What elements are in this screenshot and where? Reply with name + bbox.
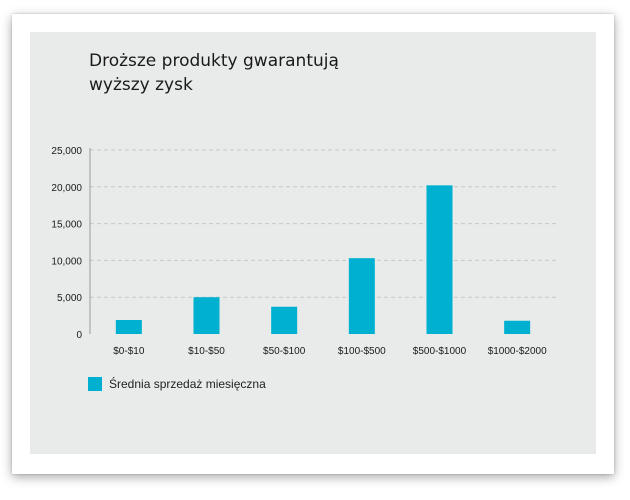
bar	[504, 320, 531, 334]
y-tick-label: 20,000	[51, 183, 82, 194]
chart-title: Droższe produkty gwarantują wyższy zysk	[89, 51, 339, 95]
x-tick-label: $50-$100	[263, 346, 306, 357]
y-tick-label: 10,000	[51, 256, 82, 267]
bar	[271, 306, 298, 334]
bar	[115, 320, 142, 334]
bars	[115, 185, 531, 334]
x-tick-label: $100-$500	[338, 346, 386, 357]
x-tick-label: $1000-$2000	[488, 346, 547, 357]
gridlines	[90, 149, 556, 298]
y-tick-label: 5,000	[57, 293, 82, 304]
y-tick-label: 25,000	[51, 146, 82, 157]
bar-chart: 0 5,000 10,000 15,000 20,000 25,000 $0-$10 $10…	[51, 146, 556, 357]
bar	[348, 258, 375, 334]
y-tick-labels: 0 5,000 10,000 15,000 20,000 25,000	[51, 146, 82, 341]
x-tick-labels: $0-$10 $10-$50 $50-$100 $100-$500 $500-$1000…	[113, 346, 547, 357]
chart-card: Droższe produkty gwarantują wyższy zysk …	[12, 14, 614, 474]
y-tick-label: 15,000	[51, 220, 82, 231]
legend-label: Średnia sprzedaż miesięczna	[109, 377, 266, 391]
x-tick-label: $0-$10	[113, 346, 145, 357]
x-tick-label: $500-$1000	[413, 346, 467, 357]
y-tick-label: 0	[76, 330, 82, 341]
legend-swatch	[88, 377, 102, 391]
chart-panel: Droższe produkty gwarantują wyższy zysk …	[30, 32, 596, 454]
bar	[426, 185, 453, 334]
legend: Średnia sprzedaż miesięczna	[88, 377, 266, 391]
bar	[193, 297, 220, 334]
x-tick-label: $10-$50	[188, 346, 225, 357]
